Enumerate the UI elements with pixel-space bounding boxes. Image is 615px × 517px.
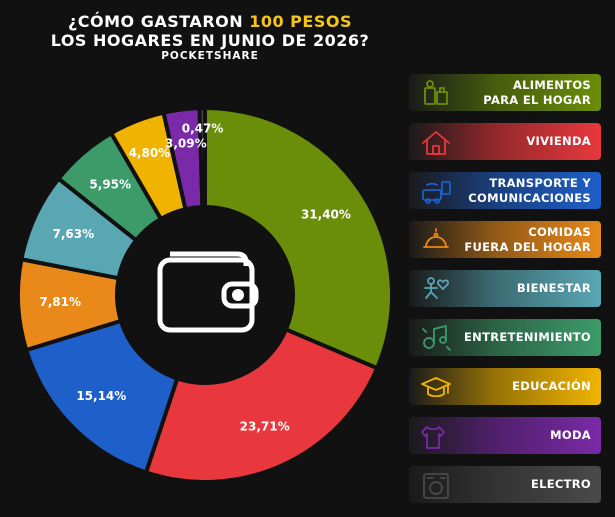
legend-label: BIENESTAR	[516, 281, 591, 295]
legend: ALIMENTOS PARA EL HOGAR VIVIENDA TRANSPORT…	[409, 74, 601, 515]
house-icon	[422, 130, 450, 155]
wellbeing-icon	[424, 276, 449, 299]
data-label-electro: 0,47%	[182, 122, 224, 136]
legend-item-vivienda: VIVIENDA	[409, 123, 601, 160]
legend-item-transporte-y-comunicaciones: TRANSPORTE Y COMUNICACIONES	[409, 172, 601, 209]
legend-label: COMIDAS FUERA DEL HOGAR	[464, 224, 591, 254]
title-text: ¿CÓMO GASTARON	[68, 12, 250, 31]
legend-label: ALIMENTOS PARA EL HOGAR	[483, 77, 591, 107]
legend-item-electro: ELECTRO	[409, 466, 601, 503]
clothing-icon	[421, 425, 445, 449]
data-label-educacion: 4,80%	[129, 146, 171, 160]
data-label-vivienda: 23,71%	[240, 420, 290, 434]
data-label-transporte-y-comunicaciones: 15,14%	[76, 389, 126, 403]
source-label: POCKETSHARE	[161, 50, 259, 62]
title-line-1: ¿CÓMO GASTARON 100 PESOS	[30, 12, 390, 31]
legend-item-entretenimiento: ENTRETENIMIENTO	[409, 319, 601, 356]
data-label-moda: 3,09%	[165, 137, 207, 151]
chart-title: ¿CÓMO GASTARON 100 PESOS LOS HOGARES EN …	[30, 12, 390, 63]
data-label-alimentos-para-el-hogar: 31,40%	[301, 208, 351, 222]
legend-item-alimentos-para-el-hogar: ALIMENTOS PARA EL HOGAR	[409, 74, 601, 111]
groceries-icon	[424, 79, 448, 105]
title-line-2: LOS HOGARES EN JUNIO DE 2026?	[50, 31, 370, 50]
data-label-bienestar: 7,63%	[52, 227, 94, 241]
donut-hole	[117, 207, 293, 383]
legend-label: VIVIENDA	[526, 134, 591, 148]
legend-item-moda: MODA	[409, 417, 601, 454]
graduation-cap-icon	[421, 376, 451, 397]
entertainment-icon	[422, 324, 451, 351]
legend-item-educacion: EDUCACIÓN	[409, 368, 601, 405]
legend-label: EDUCACIÓN	[512, 379, 591, 393]
legend-label: ENTRETENIMIENTO	[464, 330, 591, 344]
title-highlight: 100 PESOS	[249, 12, 352, 31]
data-label-comidas-fuera-del-hogar: 7,81%	[39, 295, 81, 309]
legend-label: ELECTRO	[530, 477, 591, 491]
data-label-entretenimiento: 5,95%	[89, 178, 131, 192]
wallet-icon	[157, 251, 259, 333]
dining-icon	[423, 227, 449, 248]
donut-chart: 31,40% 23,71% 15,14% 7,81% 7,63% 5,95% 4,80%3,…	[18, 108, 392, 482]
legend-item-comidas-fuera-del-hogar: COMIDAS FUERA DEL HOGAR	[409, 221, 601, 258]
transport-icon	[422, 180, 451, 204]
legend-item-bienestar: BIENESTAR	[409, 270, 601, 307]
legend-label: MODA	[550, 428, 591, 442]
legend-label: TRANSPORTE Y COMUNICACIONES	[468, 175, 591, 205]
appliance-icon	[423, 472, 449, 499]
